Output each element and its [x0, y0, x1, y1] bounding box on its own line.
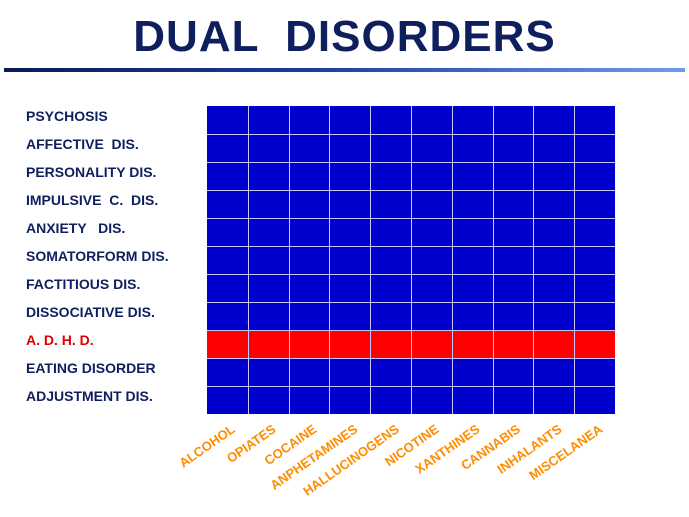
grid-line-vertical	[289, 106, 290, 414]
row-label: ANXIETY DIS.	[26, 220, 126, 236]
grid-line-vertical	[411, 106, 412, 414]
grid-line-horizontal	[207, 386, 615, 387]
slide-title: DUAL DISORDERS	[133, 12, 556, 61]
grid-line-horizontal	[207, 134, 615, 135]
grid-line-horizontal	[207, 218, 615, 219]
row-label: IMPULSIVE C. DIS.	[26, 192, 159, 208]
grid-line-horizontal	[207, 330, 615, 331]
row-label: EATING DISORDER	[26, 360, 156, 376]
row-label: ADJUSTMENT DIS.	[26, 388, 153, 404]
grid-line-vertical	[329, 106, 330, 414]
grid-line-vertical	[493, 106, 494, 414]
grid-line-vertical	[370, 106, 371, 414]
title-underline	[4, 68, 685, 72]
grid-line-vertical	[452, 106, 453, 414]
grid-line-horizontal	[207, 274, 615, 275]
grid-line-vertical	[248, 106, 249, 414]
grid-line-vertical	[533, 106, 534, 414]
grid-line-horizontal	[207, 190, 615, 191]
grid-line-horizontal	[207, 358, 615, 359]
row-label: DISSOCIATIVE DIS.	[26, 304, 155, 320]
row-label: PSYCHOSIS	[26, 108, 108, 124]
grid-line-horizontal	[207, 246, 615, 247]
disorder-substance-grid	[207, 106, 615, 414]
row-label: SOMATORFORM DIS.	[26, 248, 169, 264]
grid-line-horizontal	[207, 162, 615, 163]
grid-line-vertical	[574, 106, 575, 414]
column-label: ALCOHOL	[176, 421, 238, 471]
row-label: A. D. H. D.	[26, 332, 94, 348]
row-label: AFFECTIVE DIS.	[26, 136, 139, 152]
row-label: PERSONALITY DIS.	[26, 164, 157, 180]
row-label: FACTITIOUS DIS.	[26, 276, 141, 292]
grid-line-horizontal	[207, 302, 615, 303]
